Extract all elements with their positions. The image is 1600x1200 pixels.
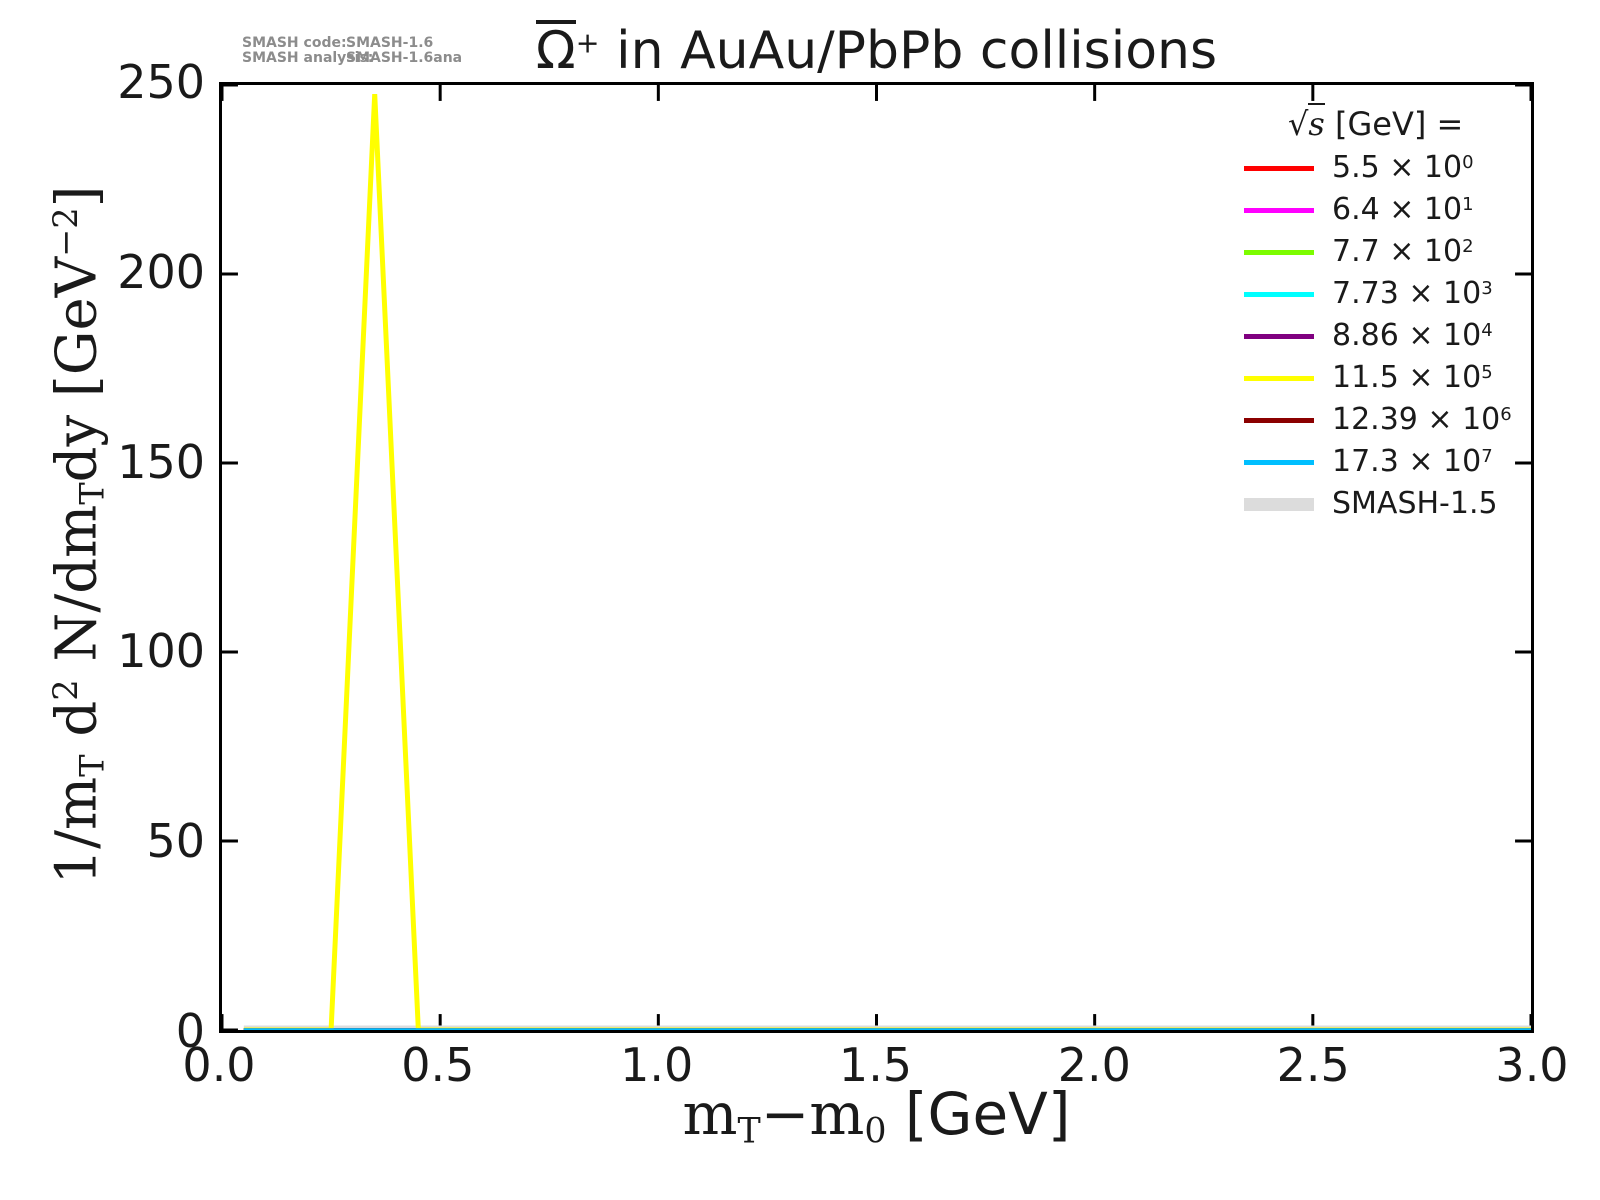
x-axis-label: mT−m0 [GeV]	[219, 1080, 1534, 1152]
y-tick-label: 250	[117, 55, 205, 109]
smash-code-line: SMASH code:SMASH-1.6	[242, 36, 462, 51]
y-tick-label: 50	[146, 814, 205, 869]
chart-title: Ω+ in AuAu/PbPb collisions	[219, 20, 1534, 80]
label-segment: 1/m	[44, 776, 110, 885]
legend-title: √s [GeV] =	[1244, 101, 1512, 147]
legend-entry: SMASH-1.5	[1244, 483, 1512, 525]
legend-entry-label: 17.3 × 107	[1332, 444, 1493, 479]
legend-entry-label: 12.39 × 106	[1332, 402, 1512, 437]
legend-entry-label: 8.86 × 104	[1332, 318, 1493, 353]
label-segment: [GeV]	[886, 1080, 1071, 1148]
label-segment: ]	[44, 185, 110, 208]
smash-analysis-line: SMASH analysis:SMASH-1.6ana	[242, 51, 462, 66]
x-tick-label: 1.5	[838, 1038, 913, 1092]
x-tick-label: 1.0	[620, 1038, 694, 1092]
y-tick-label: 0	[175, 1004, 205, 1058]
label-segment: T	[737, 1111, 761, 1152]
y-tick-label: 100	[117, 624, 205, 679]
sqrt-symbol: √	[1288, 105, 1309, 143]
legend-entry: 6.4 × 101	[1244, 189, 1512, 231]
label-segment: −2	[45, 207, 85, 257]
legend-entry-label: 11.5 × 105	[1332, 360, 1493, 395]
x-tick-label: 3.0	[1495, 1038, 1569, 1092]
legend-entry-label: 7.73 × 103	[1332, 276, 1493, 311]
legend-entry: 12.39 × 106	[1244, 399, 1512, 441]
legend-entry-label: SMASH-1.5	[1332, 486, 1498, 521]
series-line	[243, 93, 1531, 1030]
legend-entry-label: 7.7 × 102	[1332, 234, 1474, 269]
label-segment: dy [GeV	[44, 256, 110, 483]
legend-swatch	[1244, 165, 1314, 171]
y-axis-label: 1/mT d2 N/dmTdy [GeV−2]	[44, 186, 111, 885]
smash-analysis-value: SMASH-1.6ana	[346, 50, 463, 66]
legend-swatch	[1244, 333, 1314, 339]
label-segment: T	[72, 482, 112, 505]
legend-entry: 5.5 × 100	[1244, 147, 1512, 189]
legend-entry: 17.3 × 107	[1244, 441, 1512, 483]
legend-entry: 7.7 × 102	[1244, 231, 1512, 273]
legend-entry-label: 5.5 × 100	[1332, 150, 1474, 185]
legend-entry: 11.5 × 105	[1244, 357, 1512, 399]
legend-swatch	[1244, 459, 1314, 465]
plot-area: √s [GeV] = 5.5 × 100 6.4 × 101 7.7 × 102 7.…	[219, 82, 1534, 1033]
y-tick-label: 200	[117, 244, 205, 299]
legend-entry: 8.86 × 104	[1244, 315, 1512, 357]
x-tick-label: 2.5	[1276, 1038, 1350, 1092]
particle-charge: +	[575, 25, 600, 60]
label-segment: N/dm	[44, 504, 110, 680]
legend-entry: 7.73 × 103	[1244, 273, 1512, 315]
legend-entry-label: 6.4 × 101	[1332, 192, 1474, 227]
smash-code-label: SMASH code:	[242, 35, 347, 51]
label-segment: 0	[864, 1111, 887, 1152]
smash-code-value: SMASH-1.6	[346, 35, 434, 51]
x-tick-label: 0.5	[401, 1038, 475, 1092]
legend-swatch	[1244, 497, 1314, 511]
legend: √s [GeV] = 5.5 × 100 6.4 × 101 7.7 × 102 7.…	[1244, 101, 1512, 525]
x-tick-label: 0.0	[182, 1038, 256, 1092]
smash-version-annotation: SMASH code:SMASH-1.6 SMASH analysis:SMAS…	[242, 36, 462, 66]
label-segment: d	[44, 700, 110, 755]
sqrt-s-variable: s	[1308, 103, 1325, 143]
legend-swatch	[1244, 417, 1314, 423]
label-segment: 2	[45, 679, 85, 701]
legend-swatch	[1244, 249, 1314, 255]
y-tick-label: 150	[117, 434, 205, 489]
legend-swatch	[1244, 291, 1314, 297]
label-segment: −m	[760, 1080, 865, 1148]
x-tick-label: 2.0	[1057, 1038, 1131, 1092]
smash-analysis-label: SMASH analysis:	[242, 50, 374, 66]
label-segment: T	[72, 754, 112, 777]
legend-swatch	[1244, 375, 1314, 381]
legend-swatch	[1244, 207, 1314, 213]
particle-symbol: Ω	[535, 20, 576, 81]
legend-title-text: [GeV] =	[1324, 105, 1464, 143]
legend-entries: 5.5 × 100 6.4 × 101 7.7 × 102 7.73 × 103 8.8…	[1244, 147, 1512, 525]
plot-svg	[222, 85, 1531, 1030]
label-segment: m	[682, 1080, 738, 1148]
chart-title-text: in AuAu/PbPb collisions	[599, 21, 1218, 81]
